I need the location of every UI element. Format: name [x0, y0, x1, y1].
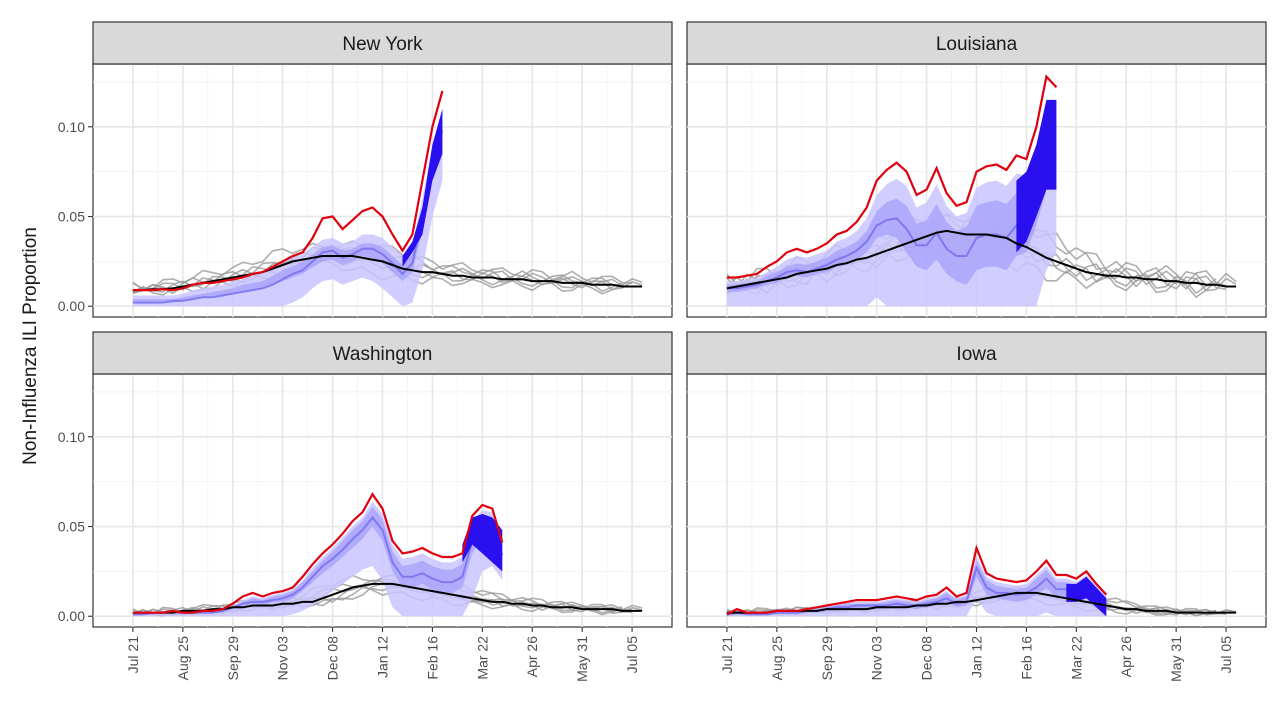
- observed-line: [132, 90, 444, 292]
- x-tick-label: May 31: [574, 636, 590, 682]
- x-tick-label: Feb 16: [1018, 636, 1034, 680]
- panel-strip: [92, 21, 673, 65]
- forecast-band: [462, 514, 503, 572]
- x-tick-label: Mar 22: [474, 636, 490, 680]
- panel-strip: [686, 21, 1267, 65]
- panel-washington: Washington 0.00 0.05 0.10 Jul 21 Aug 25 Sep 29…: [58, 331, 673, 682]
- y-tick-label: 0.05: [58, 209, 85, 225]
- panel-title-washington: Washington: [333, 344, 433, 365]
- panel-strip: [92, 331, 673, 375]
- x-tick-label: Sep 29: [819, 636, 835, 681]
- band-middle: [726, 130, 1057, 292]
- y-tick-label: 0.05: [58, 519, 85, 535]
- x-tick-label: Sep 29: [225, 636, 241, 681]
- x-tick-label: Jul 21: [719, 636, 735, 674]
- seasonal-mean-line: [726, 229, 1237, 290]
- x-tick-label: Jul 05: [624, 636, 640, 674]
- panels-layer: New York 0.00 0.05 0.10 Louisiana Washington 0…: [58, 21, 1267, 682]
- x-tick-label: Jan 12: [375, 636, 391, 678]
- plot-area: [132, 492, 643, 617]
- forecast-band: [1016, 99, 1057, 253]
- panel-title-new-york: New York: [342, 34, 423, 55]
- forecast-band: [402, 108, 443, 267]
- x-tick-label: Feb 16: [424, 636, 440, 680]
- panel-new-york: New York 0.00 0.05 0.10: [58, 21, 673, 318]
- x-tick-label: Apr 26: [524, 636, 540, 677]
- x-tick-label: Jul 05: [1218, 636, 1234, 674]
- plot-area: [726, 74, 1237, 307]
- panel-title-louisiana: Louisiana: [936, 34, 1018, 55]
- y-tick-label: 0.00: [58, 608, 85, 624]
- x-tick-label: Aug 25: [769, 636, 785, 681]
- x-tick-label: Nov 03: [275, 636, 291, 681]
- panel-title-iowa: Iowa: [956, 344, 997, 365]
- y-tick-label: 0.00: [58, 298, 85, 314]
- forecast-band: [1066, 576, 1107, 617]
- y-tick-label: 0.10: [58, 429, 85, 445]
- plot-area: [726, 544, 1237, 617]
- x-tick-label: Aug 25: [175, 636, 191, 681]
- observed-line: [132, 492, 504, 614]
- panel-iowa: Iowa Jul 21 Aug 25 Sep 29 Nov 03 Dec 08 Jan 12…: [686, 331, 1267, 682]
- panel-strip: [686, 331, 1267, 375]
- panel-louisiana: Louisiana: [686, 21, 1267, 318]
- x-tick-label: Dec 08: [325, 636, 341, 681]
- x-tick-label: Jan 12: [969, 636, 985, 678]
- x-tick-label: Apr 26: [1118, 636, 1134, 677]
- x-tick-label: Mar 22: [1068, 636, 1084, 680]
- observed-line: [726, 74, 1058, 279]
- band-median-line: [132, 130, 444, 304]
- x-tick-label: May 31: [1168, 636, 1184, 682]
- y-axis-label: Non-Influenza ILI Proportion: [20, 227, 41, 465]
- x-tick-label: Dec 08: [919, 636, 935, 681]
- x-tick-label: Nov 03: [869, 636, 885, 681]
- seasonal-mean-line: [726, 591, 1237, 614]
- plot-area: [132, 90, 643, 307]
- x-tick-label: Jul 21: [125, 636, 141, 674]
- seasonal-mean-line: [132, 255, 643, 292]
- y-tick-label: 0.10: [58, 119, 85, 135]
- observed-line: [726, 544, 1108, 616]
